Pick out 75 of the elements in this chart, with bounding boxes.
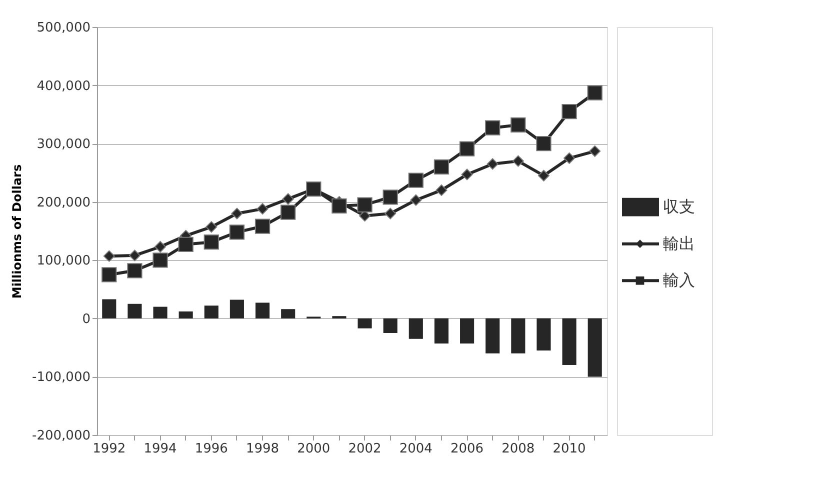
bar <box>358 318 372 328</box>
x-tick-label: 1996 <box>194 442 228 456</box>
bar <box>230 300 244 318</box>
point <box>384 208 396 220</box>
bar <box>460 318 474 344</box>
bar <box>486 318 500 354</box>
point <box>103 250 115 262</box>
point <box>408 172 424 188</box>
point <box>229 224 245 240</box>
point <box>436 184 448 196</box>
bar <box>153 306 168 318</box>
point <box>434 159 450 174</box>
bar <box>511 318 526 354</box>
point <box>589 145 601 157</box>
point <box>332 198 347 214</box>
y-tick-label: -100,000 <box>32 370 90 386</box>
y-tick-label: 400,000 <box>36 78 90 94</box>
x-tick-label: 1998 <box>246 442 280 456</box>
point <box>410 194 422 206</box>
point <box>282 193 294 205</box>
legend-label: 輸出 <box>663 234 695 253</box>
y-tick-label: 500,000 <box>36 20 90 36</box>
point <box>562 104 577 120</box>
bar <box>383 318 398 333</box>
bar <box>562 318 576 366</box>
bar <box>536 318 551 350</box>
point <box>256 203 268 215</box>
point <box>510 117 526 132</box>
bar <box>255 302 270 318</box>
bar <box>102 299 116 318</box>
point <box>127 263 142 278</box>
point <box>102 267 117 282</box>
legend-label: 収支 <box>663 197 695 216</box>
point <box>486 158 498 170</box>
point <box>564 152 576 164</box>
y-axis-title: Millionms of Dollars <box>10 164 24 299</box>
x-tick-label: 2006 <box>450 442 484 456</box>
y-tick-label: -200,000 <box>32 428 90 444</box>
x-tick-label: 2002 <box>348 442 382 456</box>
y-tick-label: 100,000 <box>36 254 90 269</box>
point <box>512 155 524 167</box>
point <box>587 85 602 100</box>
point <box>128 250 140 262</box>
x-tick-label: 2010 <box>552 442 586 456</box>
point <box>206 221 218 233</box>
bar <box>178 311 193 318</box>
y-tick-label: 0 <box>82 312 90 327</box>
bar <box>408 318 423 339</box>
x-tick-label: 2008 <box>502 442 535 456</box>
bar <box>128 304 142 318</box>
point <box>178 236 194 252</box>
point <box>152 252 168 268</box>
x-tick-label: 1994 <box>144 442 177 456</box>
point <box>459 141 475 156</box>
point <box>254 218 270 234</box>
point <box>154 240 166 252</box>
x-tick-label: 2000 <box>297 442 330 456</box>
bar <box>204 306 218 318</box>
x-tick-label: 1992 <box>92 442 126 456</box>
bar <box>588 318 602 377</box>
point <box>461 168 473 180</box>
point <box>204 234 219 250</box>
y-tick-label: 300,000 <box>36 137 90 152</box>
point <box>382 190 398 205</box>
point <box>536 136 552 152</box>
x-tick-label: 2004 <box>399 442 432 456</box>
y-tick-label: 200,000 <box>36 195 90 210</box>
bar <box>281 309 296 318</box>
point <box>280 204 296 220</box>
point <box>485 120 500 136</box>
legend-label: 輸入 <box>663 270 695 290</box>
bar <box>434 318 449 344</box>
point <box>538 170 550 182</box>
point <box>357 197 372 212</box>
point <box>231 208 243 220</box>
